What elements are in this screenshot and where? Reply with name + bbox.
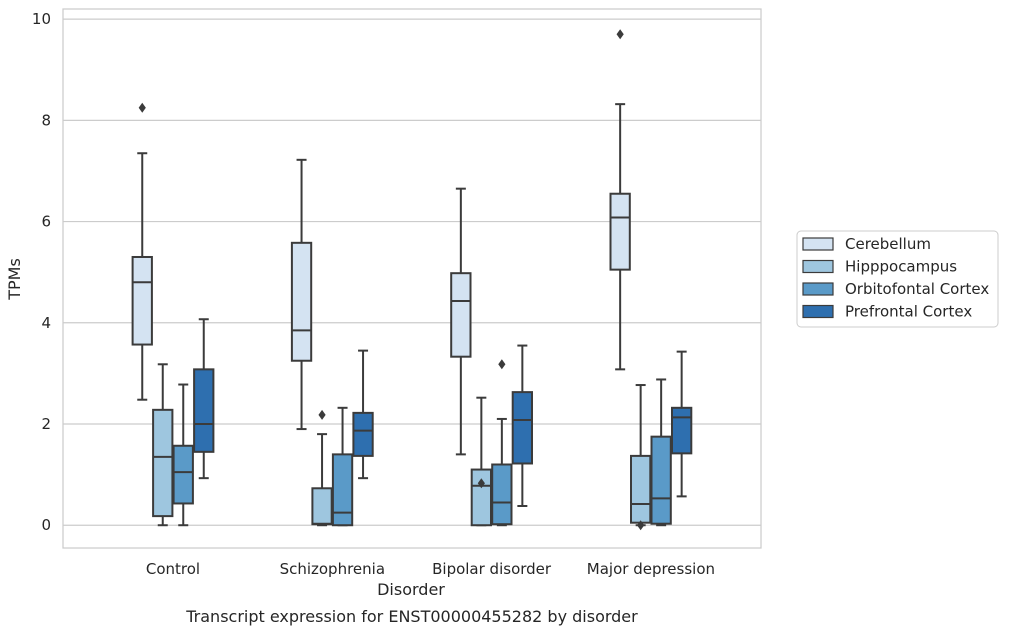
- x-axis-ticks: Control Schizophrenia Bipolar disorder Majo…: [146, 560, 715, 578]
- box-cerebellum: [131, 102, 153, 401]
- legend-label: Hipppocampus: [845, 258, 957, 276]
- box-orbitofontal-cortex: [491, 359, 513, 527]
- box-iqr: [131, 255, 153, 346]
- y-tick-label: 4: [41, 314, 51, 332]
- y-axis-label: TPMs: [5, 258, 24, 301]
- box-cerebellum: [290, 158, 313, 431]
- box-iqr: [671, 406, 693, 455]
- chart-caption: Transcript expression for ENST0000045528…: [185, 607, 638, 626]
- outlier-point: [477, 478, 485, 489]
- outlier-point: [637, 520, 645, 531]
- box-iqr: [352, 411, 374, 457]
- box-iqr: [172, 444, 194, 505]
- legend-swatch: [802, 304, 834, 319]
- box-hipppocampus: [311, 409, 333, 527]
- x-tick-label: Schizophrenia: [280, 560, 385, 578]
- box-prefrontal-cortex: [193, 318, 215, 480]
- y-tick-label: 2: [41, 415, 51, 433]
- box-iqr: [650, 435, 672, 525]
- legend-label: Orbitofontal Cortex: [845, 280, 989, 298]
- outlier-point: [318, 409, 326, 420]
- box-iqr: [193, 368, 215, 453]
- box-iqr: [491, 463, 513, 526]
- box-cerebellum: [609, 29, 631, 371]
- outlier-point: [138, 102, 146, 113]
- box-iqr: [331, 453, 354, 527]
- box-hipppocampus: [152, 363, 174, 527]
- legend-swatch: [802, 259, 834, 274]
- box-iqr: [290, 241, 313, 362]
- plot-area-frame: [62, 8, 762, 549]
- box-cerebellum: [450, 187, 472, 456]
- legend-swatch: [802, 282, 834, 296]
- box-prefrontal-cortex: [352, 349, 374, 480]
- x-tick-label: Bipolar disorder: [432, 560, 552, 578]
- legend: Cerebellum Hipppocampus Orbitofontal Corte…: [796, 230, 999, 328]
- y-axis-ticks: 0 2 4 6 8 10: [32, 10, 51, 534]
- y-tick-label: 6: [41, 213, 51, 231]
- box-iqr: [450, 272, 472, 358]
- box-prefrontal-cortex: [511, 344, 534, 507]
- box-iqr: [609, 192, 631, 271]
- x-tick-label: Major depression: [587, 560, 715, 578]
- box-iqr: [630, 454, 652, 524]
- outlier-point: [616, 29, 624, 40]
- y-tick-label: 0: [41, 516, 51, 534]
- x-tick-label: Control: [146, 560, 200, 578]
- box-hipppocampus: [470, 396, 493, 527]
- legend-label: Cerebellum: [845, 235, 931, 253]
- y-tick-label: 10: [32, 10, 51, 28]
- legend-swatch: [802, 237, 834, 251]
- box-orbitofontal-cortex: [172, 383, 194, 527]
- outlier-point: [498, 359, 506, 370]
- legend-frame: [796, 230, 999, 328]
- box-prefrontal-cortex: [671, 350, 693, 498]
- x-axis-label: Disorder: [377, 580, 445, 599]
- box-iqr: [470, 468, 493, 527]
- legend-label: Prefrontal Cortex: [845, 303, 972, 321]
- box-plots: [131, 29, 693, 531]
- box-iqr: [511, 391, 534, 465]
- box-orbitofontal-cortex: [331, 406, 354, 527]
- box-iqr: [311, 487, 333, 526]
- box-orbitofontal-cortex: [650, 378, 672, 527]
- y-tick-label: 8: [41, 111, 51, 129]
- box-iqr: [152, 408, 174, 518]
- box-hipppocampus: [630, 384, 652, 531]
